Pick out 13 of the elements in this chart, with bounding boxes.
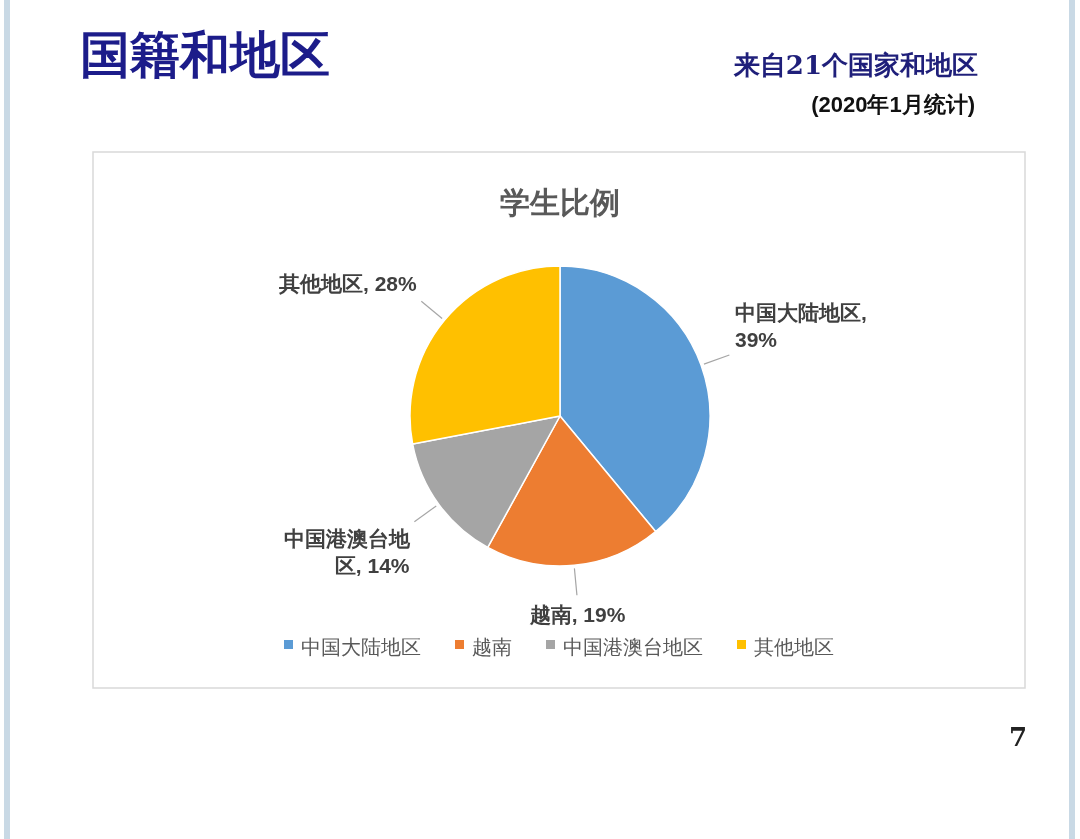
legend-label: 中国大陆地区	[301, 636, 421, 658]
data-label: 中国港澳台地区, 14%	[283, 527, 411, 578]
data-label: 越南, 19%	[528, 603, 626, 627]
legend-label: 其他地区	[754, 636, 834, 658]
data-label: 其他地区, 28%	[277, 272, 418, 296]
legend-label: 越南	[472, 636, 512, 658]
text: 国籍和地区	[80, 25, 330, 84]
chart-title: 学生比例	[500, 186, 620, 219]
text: 7	[1008, 722, 1027, 752]
text: (2020年1月统计)	[811, 92, 975, 117]
text: 来自21个国家和地区	[732, 50, 978, 80]
data-label: 中国大陆地区, 39%	[735, 300, 867, 351]
legend-label: 中国港澳台地区	[563, 636, 703, 658]
